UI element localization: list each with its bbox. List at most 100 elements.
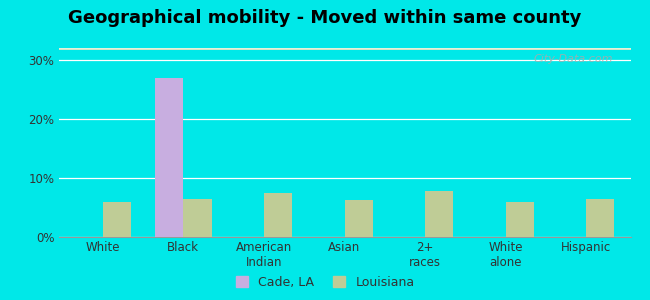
Bar [58, 48, 630, 49]
Bar [58, 49, 630, 50]
Bar [58, 48, 630, 49]
Bar [58, 48, 630, 50]
Bar [58, 49, 630, 50]
Bar [58, 49, 630, 50]
Bar [58, 49, 630, 50]
Bar [58, 49, 630, 50]
Bar [58, 49, 630, 50]
Bar [58, 48, 630, 49]
Bar [58, 49, 630, 50]
Bar [58, 49, 630, 50]
Bar [58, 48, 630, 49]
Bar [58, 48, 630, 49]
Bar [58, 48, 630, 49]
Bar [58, 49, 630, 50]
Bar [58, 49, 630, 50]
Bar [58, 49, 630, 50]
Bar [58, 48, 630, 49]
Bar [58, 49, 630, 50]
Bar [58, 49, 630, 50]
Bar [58, 49, 630, 50]
Bar [58, 49, 630, 50]
Bar [58, 49, 630, 50]
Bar [58, 48, 630, 49]
Bar [58, 48, 630, 49]
Bar [58, 48, 630, 49]
Bar [58, 49, 630, 50]
Bar [58, 49, 630, 50]
Bar [506, 202, 534, 237]
Bar [58, 49, 630, 50]
Bar [58, 49, 630, 50]
Bar [58, 48, 630, 49]
Bar [58, 48, 630, 49]
Bar [58, 49, 630, 50]
Bar [58, 48, 630, 49]
Bar [58, 49, 630, 50]
Bar [58, 48, 630, 49]
Bar [58, 48, 630, 49]
Bar [58, 49, 630, 50]
Text: Geographical mobility - Moved within same county: Geographical mobility - Moved within sam… [68, 9, 582, 27]
Bar [58, 48, 630, 49]
Bar [58, 49, 630, 50]
Bar [58, 48, 630, 49]
Bar [58, 49, 630, 50]
Bar [58, 48, 630, 50]
Bar [58, 49, 630, 50]
Bar [58, 48, 630, 49]
Legend: Cade, LA, Louisiana: Cade, LA, Louisiana [231, 271, 419, 294]
Bar [58, 49, 630, 50]
Bar [58, 48, 630, 49]
Bar [58, 48, 630, 50]
Bar [58, 49, 630, 50]
Bar [58, 48, 630, 49]
Bar [58, 49, 630, 50]
Bar [58, 48, 630, 50]
Bar [58, 49, 630, 50]
Bar [58, 49, 630, 50]
Bar [58, 48, 630, 49]
Bar [58, 49, 630, 50]
Bar [58, 49, 630, 50]
Bar [58, 49, 630, 50]
Bar [58, 48, 630, 49]
Bar [58, 49, 630, 50]
Bar [58, 49, 630, 50]
Bar [58, 49, 630, 50]
Bar [58, 49, 630, 50]
Bar [58, 48, 630, 49]
Bar [58, 49, 630, 50]
Bar [183, 199, 211, 237]
Bar [58, 49, 630, 50]
Bar [58, 48, 630, 49]
Bar [58, 49, 630, 50]
Bar [58, 48, 630, 49]
Bar [58, 48, 630, 49]
Bar [58, 49, 630, 50]
Bar [58, 49, 630, 50]
Bar [58, 48, 630, 49]
Bar [58, 49, 630, 50]
Bar [58, 48, 630, 49]
Bar [58, 49, 630, 50]
Bar [58, 48, 630, 49]
Bar [58, 49, 630, 50]
Bar [58, 48, 630, 50]
Bar [58, 48, 630, 49]
Bar [58, 48, 630, 49]
Bar [58, 49, 630, 50]
Bar [58, 48, 630, 49]
Bar [58, 49, 630, 50]
Bar [58, 48, 630, 49]
Bar [58, 49, 630, 50]
Bar [58, 48, 630, 49]
Bar [58, 49, 630, 50]
Bar [58, 49, 630, 50]
Bar [58, 49, 630, 50]
Bar [58, 48, 630, 50]
Bar [58, 49, 630, 50]
Bar [58, 49, 630, 50]
Bar [58, 48, 630, 49]
Bar [58, 49, 630, 50]
